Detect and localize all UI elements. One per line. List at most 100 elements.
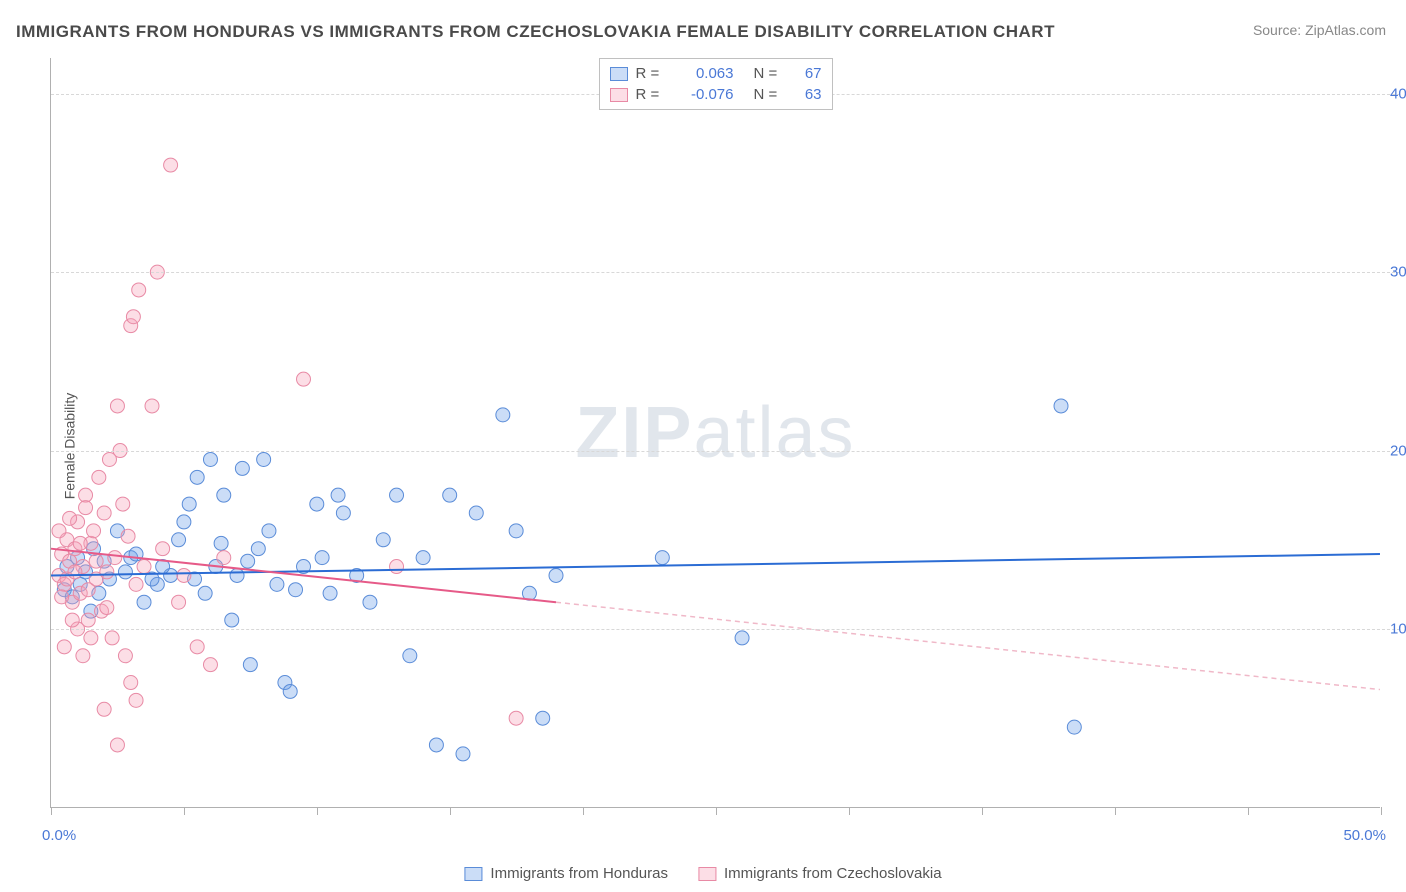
data-point (336, 506, 350, 520)
data-point (52, 524, 66, 538)
data-point (177, 515, 191, 529)
legend-swatch (610, 67, 628, 81)
x-tick (1381, 807, 1382, 815)
data-point (97, 506, 111, 520)
chart-plot-area: ZIPatlas R =0.063N =67R =-0.076N =63 10.… (50, 58, 1380, 808)
r-label: R = (636, 86, 666, 103)
y-tick-label: 30.0% (1390, 264, 1406, 281)
source-attribution: Source: ZipAtlas.com (1253, 22, 1386, 38)
data-point (456, 747, 470, 761)
legend-correlation-row: R = -0.076 N = 63 (610, 84, 822, 105)
data-point (496, 408, 510, 422)
data-point (145, 399, 159, 413)
data-point (289, 583, 303, 597)
data-point (549, 568, 563, 582)
x-tick (849, 807, 850, 815)
r-value: 0.063 (674, 65, 734, 82)
data-point (735, 631, 749, 645)
data-point (105, 631, 119, 645)
data-point (137, 560, 151, 574)
data-point (87, 524, 101, 538)
data-point (100, 565, 114, 579)
data-point (203, 658, 217, 672)
data-point (262, 524, 276, 538)
data-point (132, 283, 146, 297)
data-point (177, 568, 191, 582)
data-point (323, 586, 337, 600)
data-point (129, 577, 143, 591)
legend-bottom: Immigrants from Honduras Immigrants from … (464, 865, 941, 882)
data-point (108, 551, 122, 565)
x-tick (982, 807, 983, 815)
x-axis-max-label: 50.0% (1343, 827, 1386, 844)
n-label: N = (754, 65, 784, 82)
gridline (51, 629, 1400, 630)
data-point (251, 542, 265, 556)
data-point (81, 583, 95, 597)
data-point (110, 738, 124, 752)
x-tick (450, 807, 451, 815)
n-value: 67 (792, 65, 822, 82)
y-tick-label: 20.0% (1390, 442, 1406, 459)
legend-swatch (698, 867, 716, 881)
legend-swatch (464, 867, 482, 881)
x-axis-min-label: 0.0% (42, 827, 76, 844)
legend-label: Immigrants from Honduras (490, 865, 668, 882)
data-point (1067, 720, 1081, 734)
data-point (363, 595, 377, 609)
legend-label: Immigrants from Czechoslovakia (724, 865, 942, 882)
x-tick (1115, 807, 1116, 815)
x-tick (716, 807, 717, 815)
data-point (57, 640, 71, 654)
data-point (230, 568, 244, 582)
data-point (63, 511, 77, 525)
data-point (129, 693, 143, 707)
x-tick (1248, 807, 1249, 815)
x-tick (583, 807, 584, 815)
data-point (241, 554, 255, 568)
x-tick (51, 807, 52, 815)
data-point (76, 649, 90, 663)
x-tick (184, 807, 185, 815)
data-point (509, 524, 523, 538)
data-point (217, 551, 231, 565)
data-point (124, 676, 138, 690)
y-tick-label: 10.0% (1390, 621, 1406, 638)
data-point (1054, 399, 1068, 413)
data-point (156, 542, 170, 556)
data-point (118, 649, 132, 663)
data-point (297, 372, 311, 386)
data-point (509, 711, 523, 725)
n-value: 63 (792, 86, 822, 103)
data-point (79, 488, 93, 502)
chart-container: IMMIGRANTS FROM HONDURAS VS IMMIGRANTS F… (0, 0, 1406, 892)
data-point (65, 613, 79, 627)
data-point (121, 529, 135, 543)
data-point (390, 488, 404, 502)
r-label: R = (636, 65, 666, 82)
data-point (126, 310, 140, 324)
data-point (137, 595, 151, 609)
data-point (198, 586, 212, 600)
data-point (270, 577, 284, 591)
r-value: -0.076 (674, 86, 734, 103)
data-point (68, 565, 82, 579)
n-label: N = (754, 86, 784, 103)
data-point (243, 658, 257, 672)
legend-correlation-box: R = 0.063 N = 67 R = -0.076 N = 63 (599, 58, 833, 110)
data-point (100, 601, 114, 615)
data-point (79, 501, 93, 515)
data-point (84, 631, 98, 645)
data-point (214, 536, 228, 550)
data-point (403, 649, 417, 663)
data-point (655, 551, 669, 565)
data-point (429, 738, 443, 752)
trend-line-extrapolated (556, 602, 1380, 689)
data-point (235, 461, 249, 475)
scatter-plot-svg (51, 58, 1380, 807)
data-point (443, 488, 457, 502)
chart-title: IMMIGRANTS FROM HONDURAS VS IMMIGRANTS F… (16, 22, 1055, 42)
legend-item: Immigrants from Honduras (464, 865, 668, 882)
data-point (55, 590, 69, 604)
data-point (203, 452, 217, 466)
